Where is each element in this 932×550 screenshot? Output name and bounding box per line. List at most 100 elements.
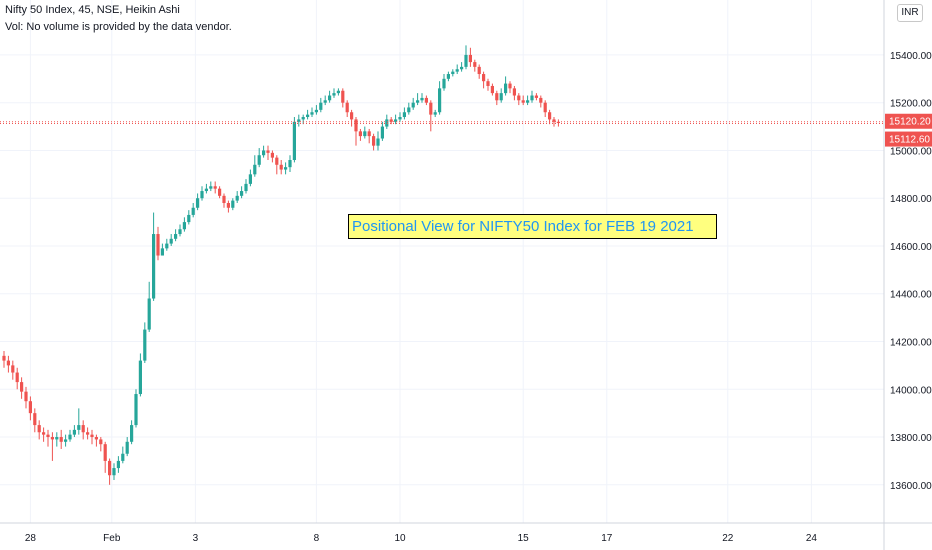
candle-body [354,119,358,132]
price-label-bg [885,131,932,147]
candle-body [55,437,59,440]
candle-body [270,152,274,158]
candle-body [196,198,200,208]
price-axis[interactable]: 13600.00 13800.00 14000.00 14200.00 14400.00… [890,51,932,492]
x-tick-label: 22 [722,533,734,544]
candle-body [438,88,442,113]
candle-body [292,121,296,161]
candle-body [407,107,411,113]
candle-body [323,100,327,103]
candle-body [451,71,455,75]
candle-body [420,97,424,101]
candle-body [460,66,464,70]
y-tick-label: 14800.00 [890,194,932,205]
candle-body [28,401,32,414]
candle-body [279,164,283,170]
candle-body [240,191,244,196]
candle-body [218,188,222,196]
candle-body [6,360,10,366]
candle-body [372,136,376,146]
candle-body [350,112,354,120]
candle-body [530,95,534,101]
x-tick-label: 28 [25,533,37,544]
candle-body [244,183,248,192]
candle-body [508,83,512,89]
time-axis[interactable]: 28 Feb 3 8 10 15 17 22 24 [25,533,818,544]
candle-body [222,195,226,203]
candle-body [15,372,19,383]
candle-body [328,95,332,101]
candle-body [121,453,125,461]
x-tick-label: 3 [193,533,199,544]
candle-body [499,93,503,101]
candle-body [187,214,191,223]
candle-body [42,432,46,435]
y-tick-label: 13600.00 [890,481,932,492]
candle-body [521,100,525,103]
candle-body [46,434,50,438]
price-label-bg [885,113,932,129]
x-tick-label: 8 [314,533,320,544]
candle-body [134,394,138,426]
candle-body [416,100,420,103]
y-tick-label: 15200.00 [890,99,932,110]
candle-body [200,191,204,199]
candle-body [99,439,103,445]
candle-body [477,66,481,75]
candle-body [504,83,508,94]
candle-body [33,413,37,426]
candle-body [11,365,15,373]
candle-body [548,112,552,120]
candle-body [86,432,90,435]
candle-body [385,119,389,127]
price-label-text: 15112.60 [889,135,930,146]
candle-body [174,234,178,239]
candle-body [363,131,367,137]
chart-grid [0,0,884,523]
candle-body [297,119,301,122]
candle-body [512,88,516,96]
y-tick-label: 15000.00 [890,146,932,157]
x-tick-label: 17 [601,533,613,544]
candle-body [160,248,164,256]
candle-body [319,102,323,110]
candle-body [90,434,94,438]
candle-body [376,138,380,146]
candle-body [248,174,252,184]
candles-layer [2,45,560,485]
candle-body [231,200,235,208]
annotation-text-box[interactable]: Positional View for NIFTY50 Index for FE… [348,214,717,239]
candle-body [213,186,217,189]
candle-body [182,222,186,230]
candle-body [394,119,398,122]
candle-body [125,441,129,454]
candle-body [539,97,543,103]
y-tick-label: 15400.00 [890,51,932,62]
candle-body [464,54,468,67]
candle-body [112,468,116,476]
candle-body [446,74,450,79]
candle-body [429,102,433,115]
candle-body [380,126,384,139]
candle-body [204,188,208,192]
candle-body [266,150,270,153]
candle-body [77,425,81,430]
candle-body [345,102,349,113]
symbol-title: Nifty 50 Index, 45, NSE, Heikin Ashi [5,4,180,16]
candle-body [424,97,428,103]
candle-body [147,298,151,330]
candle-body [253,164,257,175]
y-tick-label: 14000.00 [890,385,932,396]
candle-body [433,112,437,115]
candle-body [367,131,371,137]
candle-body [178,229,182,235]
y-tick-label: 14600.00 [890,242,932,253]
currency-button[interactable]: INR [897,4,923,22]
candle-body [50,437,54,440]
candle-body [301,117,305,120]
candle-body [468,54,472,63]
candle-body [209,186,213,189]
candle-body [284,167,288,170]
x-tick-label: 24 [806,533,818,544]
